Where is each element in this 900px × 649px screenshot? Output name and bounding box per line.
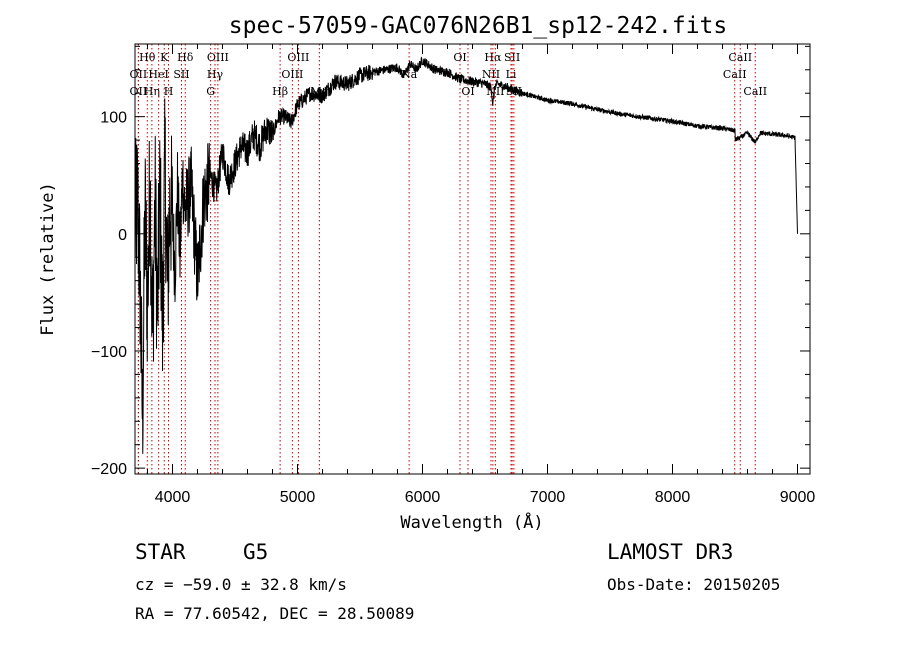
series-group [134, 56, 798, 454]
y-tick-label: −200 [91, 461, 127, 478]
x-tick-label: 7000 [530, 489, 566, 506]
y-tick-label: −100 [91, 344, 127, 361]
line-marker-label: NII [482, 68, 500, 81]
line-marker-label: K [160, 51, 169, 64]
chart-title: spec-57059-GAC076N26B1_sp12-242.fits [229, 13, 728, 39]
line-marker-label: CaII [728, 51, 752, 64]
y-axis-label: Flux (relative) [38, 182, 58, 336]
x-tick-label: 9000 [780, 489, 816, 506]
survey-name: LAMOST DR3 [607, 540, 734, 564]
line-marker-label: OI [453, 51, 466, 64]
x-tick-label: 5000 [280, 489, 316, 506]
line-marker-label: Hδ [177, 51, 194, 64]
y-tick-label: 0 [118, 227, 127, 244]
axes: 4000 5000 6000 7000 8000 9000 −200 −100 0 100 [91, 44, 815, 506]
x-axis-label: Wavelength (Å) [400, 511, 543, 533]
object-subclass: G5 [243, 540, 269, 564]
line-marker-label: Hθ [139, 51, 156, 64]
redshift-cz: cz = −59.0 ± 32.8 km/s [135, 575, 347, 594]
line-marker-label: HeI [148, 68, 168, 81]
plot-frame [134, 43, 811, 475]
line-marker-label: G [206, 85, 215, 98]
line-marker-label: OIII [287, 51, 309, 64]
line-marker-label: OII [130, 68, 148, 81]
line-marker-label: SII [173, 68, 189, 81]
line-marker-label: Hη [144, 85, 160, 98]
line-marker-label: H [164, 85, 174, 98]
line-marker-label: Li [506, 68, 517, 81]
line-marker-label: OIII [281, 68, 303, 81]
line-marker-label: Hα [484, 51, 502, 64]
x-tick-label: 6000 [405, 489, 441, 506]
x-tick-label: 4000 [155, 489, 191, 506]
spectrum-line [134, 56, 798, 454]
line-marker-label: OI [461, 85, 474, 98]
y-tick-label: 100 [100, 110, 127, 127]
obs-date: Obs-Date: 20150205 [607, 575, 781, 594]
object-class: STAR [135, 540, 186, 564]
line-marker-label: OIII [207, 51, 229, 64]
line-marker-label: CaII [723, 68, 747, 81]
x-tick-label: 8000 [655, 489, 691, 506]
line-marker-label: Hγ [207, 68, 224, 81]
coordinates: RA = 77.60542, DEC = 28.50089 [135, 604, 415, 623]
line-marker-label: CaII [743, 85, 767, 98]
line-marker-label: SII [504, 51, 520, 64]
line-marker-label: OII [130, 85, 148, 98]
line-marker-label: Hβ [272, 85, 288, 98]
